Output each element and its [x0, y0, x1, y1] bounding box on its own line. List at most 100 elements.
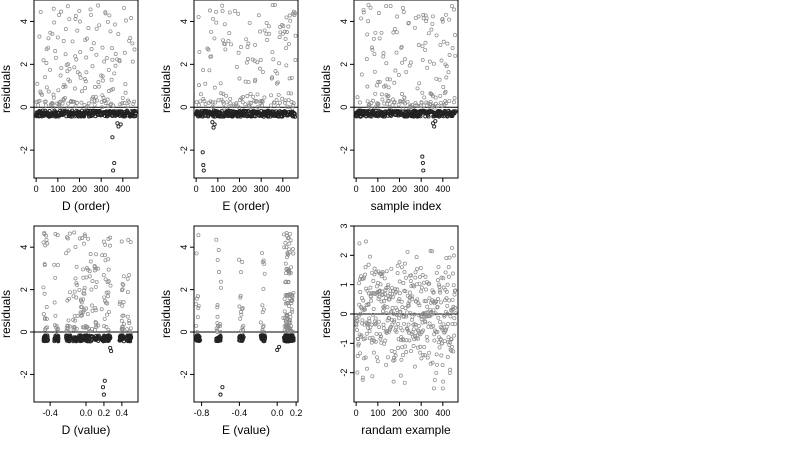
data-point: [120, 325, 125, 329]
data-point: [383, 295, 388, 300]
data-point: [50, 101, 55, 106]
data-point: [415, 297, 420, 302]
data-point: [90, 334, 95, 339]
data-point: [237, 76, 242, 81]
data-point: [94, 26, 99, 31]
data-point: [402, 95, 407, 100]
data-point: [372, 69, 377, 74]
x-tick-label: 0: [354, 408, 359, 418]
data-point: [397, 260, 402, 265]
data-point: [452, 316, 457, 321]
data-point: [447, 98, 452, 103]
x-axis-label: E (value): [222, 423, 270, 437]
data-point: [438, 337, 443, 342]
data-point: [431, 121, 436, 126]
data-point: [82, 241, 86, 246]
data-point: [195, 329, 200, 334]
data-point: [133, 109, 138, 114]
data-point: [287, 76, 292, 81]
data-point: [243, 102, 248, 107]
data-point: [288, 231, 292, 236]
data-point: [80, 313, 85, 318]
data-point: [413, 275, 418, 280]
data-point: [125, 327, 129, 332]
data-point: [356, 314, 361, 319]
data-point: [226, 39, 231, 44]
data-point: [444, 64, 449, 69]
data-point: [376, 319, 381, 324]
data-point: [63, 95, 67, 100]
data-point: [421, 168, 426, 173]
data-point: [430, 249, 434, 254]
data-point: [94, 320, 99, 325]
data-point: [396, 337, 401, 342]
data-point: [79, 298, 83, 303]
data-point: [197, 83, 201, 88]
data-point: [260, 303, 265, 308]
data-point: [88, 259, 93, 264]
data-point: [61, 84, 66, 89]
data-point: [264, 20, 269, 25]
data-point: [450, 46, 455, 51]
data-point: [50, 31, 55, 36]
data-point: [365, 32, 370, 37]
data-point: [389, 266, 394, 271]
data-point: [399, 357, 404, 362]
data-point: [356, 337, 361, 342]
data-point: [402, 380, 407, 385]
data-point: [286, 280, 291, 285]
data-point: [89, 47, 94, 51]
data-point: [249, 101, 254, 105]
y-tick-label: -1: [339, 339, 349, 347]
data-point: [453, 33, 457, 38]
data-point: [120, 334, 125, 339]
data-point: [453, 311, 458, 316]
data-point: [428, 99, 433, 104]
data-point: [83, 86, 88, 91]
data-point: [85, 267, 90, 272]
data-point: [92, 268, 97, 273]
data-point: [435, 103, 440, 108]
y-tick-label: 0: [339, 105, 349, 110]
data-point: [67, 330, 72, 335]
data-point: [77, 287, 82, 292]
data-point: [241, 335, 246, 340]
data-point: [56, 326, 61, 331]
data-point: [268, 114, 273, 119]
data-point: [82, 232, 87, 237]
data-point: [212, 36, 217, 41]
data-point: [79, 100, 84, 105]
data-point: [380, 97, 385, 102]
data-point: [127, 318, 131, 323]
data-point: [438, 290, 443, 295]
data-point: [261, 307, 266, 312]
plot-frame: [193, 225, 299, 403]
data-point: [406, 301, 411, 306]
data-point: [399, 92, 404, 96]
data-point: [201, 97, 206, 101]
data-point: [52, 20, 57, 25]
data-point: [41, 312, 46, 317]
data-point: [439, 353, 444, 358]
data-point: [218, 81, 223, 86]
data-point: [416, 14, 421, 19]
data-point: [402, 261, 407, 266]
data-point: [412, 312, 417, 317]
data-point: [424, 100, 429, 105]
data-point: [433, 119, 438, 124]
data-point: [245, 57, 250, 62]
data-point: [366, 302, 371, 307]
data-point: [363, 355, 368, 360]
data-point: [255, 92, 260, 97]
data-point: [44, 237, 49, 242]
data-point: [368, 5, 373, 10]
data-point: [125, 335, 130, 341]
data-point: [426, 114, 431, 119]
data-point: [113, 52, 118, 56]
data-point: [373, 91, 378, 96]
data-point: [71, 99, 75, 104]
data-point: [71, 327, 76, 332]
data-point: [277, 344, 282, 349]
data-point: [102, 378, 107, 383]
data-point: [290, 247, 295, 252]
